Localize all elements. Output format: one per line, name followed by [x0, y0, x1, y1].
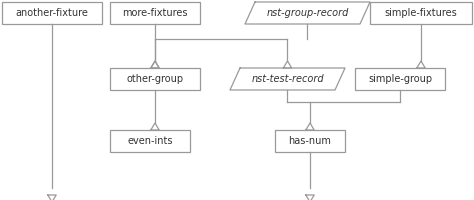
- Bar: [370, 2, 472, 24]
- Text: even-ints: even-ints: [127, 136, 173, 146]
- Text: another-fixture: another-fixture: [16, 8, 89, 18]
- Bar: [2, 2, 102, 24]
- Bar: [275, 130, 345, 152]
- Bar: [110, 130, 190, 152]
- Text: has-num: has-num: [289, 136, 331, 146]
- Text: nst-test-record: nst-test-record: [251, 74, 324, 84]
- Bar: [110, 2, 200, 24]
- Text: simple-fixtures: simple-fixtures: [384, 8, 457, 18]
- Text: nst-group-record: nst-group-record: [266, 8, 349, 18]
- Text: simple-group: simple-group: [368, 74, 432, 84]
- Bar: [110, 68, 200, 90]
- Text: more-fixtures: more-fixtures: [122, 8, 188, 18]
- Bar: [355, 68, 445, 90]
- Text: other-group: other-group: [127, 74, 183, 84]
